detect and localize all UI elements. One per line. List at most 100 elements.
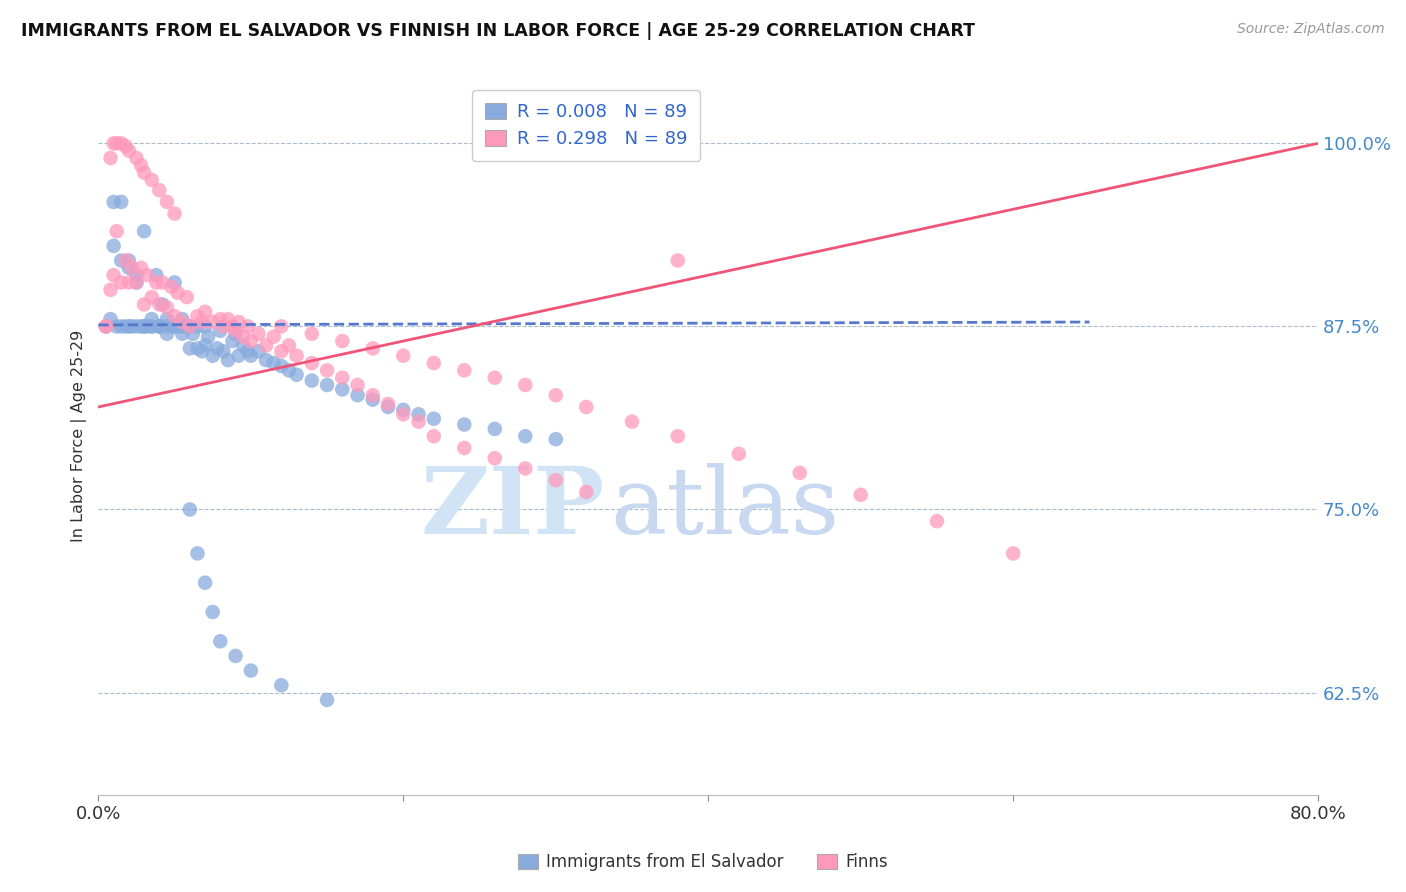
Point <box>221 334 243 348</box>
Point <box>316 363 339 377</box>
Point <box>239 664 262 678</box>
Point <box>408 415 430 429</box>
Point <box>141 290 163 304</box>
Point <box>544 473 567 487</box>
Point <box>849 488 872 502</box>
Point <box>148 319 170 334</box>
Point <box>361 392 384 407</box>
Point <box>156 312 179 326</box>
Point <box>346 388 368 402</box>
Point <box>201 349 224 363</box>
Point <box>145 268 167 282</box>
Point <box>172 312 194 326</box>
Point <box>136 319 159 334</box>
Point <box>141 312 163 326</box>
Point <box>423 411 446 425</box>
Point <box>176 290 198 304</box>
Point <box>247 326 270 341</box>
Point <box>236 344 259 359</box>
Point <box>484 370 506 384</box>
Point <box>217 353 239 368</box>
Point <box>163 276 186 290</box>
Point <box>132 319 155 334</box>
Point <box>114 253 136 268</box>
Point <box>247 344 270 359</box>
Point <box>301 356 323 370</box>
Point <box>191 344 214 359</box>
Point <box>377 397 399 411</box>
Point <box>132 224 155 238</box>
Point <box>346 378 368 392</box>
Point <box>163 207 186 221</box>
Text: IMMIGRANTS FROM EL SALVADOR VS FINNISH IN LABOR FORCE | AGE 25-29 CORRELATION CH: IMMIGRANTS FROM EL SALVADOR VS FINNISH I… <box>21 22 976 40</box>
Point <box>232 329 254 343</box>
Point <box>125 276 148 290</box>
Point <box>132 319 155 334</box>
Point <box>236 319 259 334</box>
Point <box>186 319 208 334</box>
Point <box>254 353 277 368</box>
Point <box>150 297 173 311</box>
Point <box>191 315 214 329</box>
Point <box>278 363 301 377</box>
Point <box>163 309 186 323</box>
Point <box>207 342 229 356</box>
Point <box>270 319 292 334</box>
Text: atlas: atlas <box>610 463 839 553</box>
Point <box>103 136 125 151</box>
Point <box>100 151 122 165</box>
Point <box>132 297 155 311</box>
Point <box>239 349 262 363</box>
Point <box>132 166 155 180</box>
Point <box>103 239 125 253</box>
Point <box>179 319 201 334</box>
Point <box>1002 546 1025 560</box>
Point <box>453 417 475 432</box>
Text: Source: ZipAtlas.com: Source: ZipAtlas.com <box>1237 22 1385 37</box>
Point <box>254 338 277 352</box>
Point <box>423 356 446 370</box>
Point <box>209 634 232 648</box>
Point <box>172 326 194 341</box>
Point <box>453 441 475 455</box>
Point <box>141 319 163 334</box>
Point <box>209 312 232 326</box>
Point <box>789 466 811 480</box>
Point <box>110 136 132 151</box>
Point <box>100 283 122 297</box>
Point <box>228 349 250 363</box>
Point <box>575 484 598 499</box>
Point <box>209 324 232 338</box>
Point <box>118 253 141 268</box>
Point <box>201 315 224 329</box>
Point <box>118 144 141 158</box>
Point <box>179 342 201 356</box>
Point <box>148 319 170 334</box>
Point <box>621 415 644 429</box>
Point <box>239 334 262 348</box>
Point <box>225 324 247 338</box>
Point <box>172 319 194 334</box>
Point <box>148 319 170 334</box>
Point <box>141 173 163 187</box>
Point <box>100 312 122 326</box>
Point <box>330 383 353 397</box>
Point <box>666 253 689 268</box>
Point <box>114 319 136 334</box>
Point <box>125 319 148 334</box>
Point <box>186 309 208 323</box>
Point <box>194 338 217 352</box>
Point <box>301 326 323 341</box>
Point <box>270 678 292 692</box>
Point <box>423 429 446 443</box>
Point <box>330 334 353 348</box>
Point <box>270 359 292 373</box>
Point <box>361 388 384 402</box>
Point <box>156 194 179 209</box>
Point <box>94 319 117 334</box>
Point <box>278 338 301 352</box>
Legend: R = 0.008   N = 89, R = 0.298   N = 89: R = 0.008 N = 89, R = 0.298 N = 89 <box>472 90 700 161</box>
Point <box>316 693 339 707</box>
Point <box>172 315 194 329</box>
Point <box>212 319 235 334</box>
